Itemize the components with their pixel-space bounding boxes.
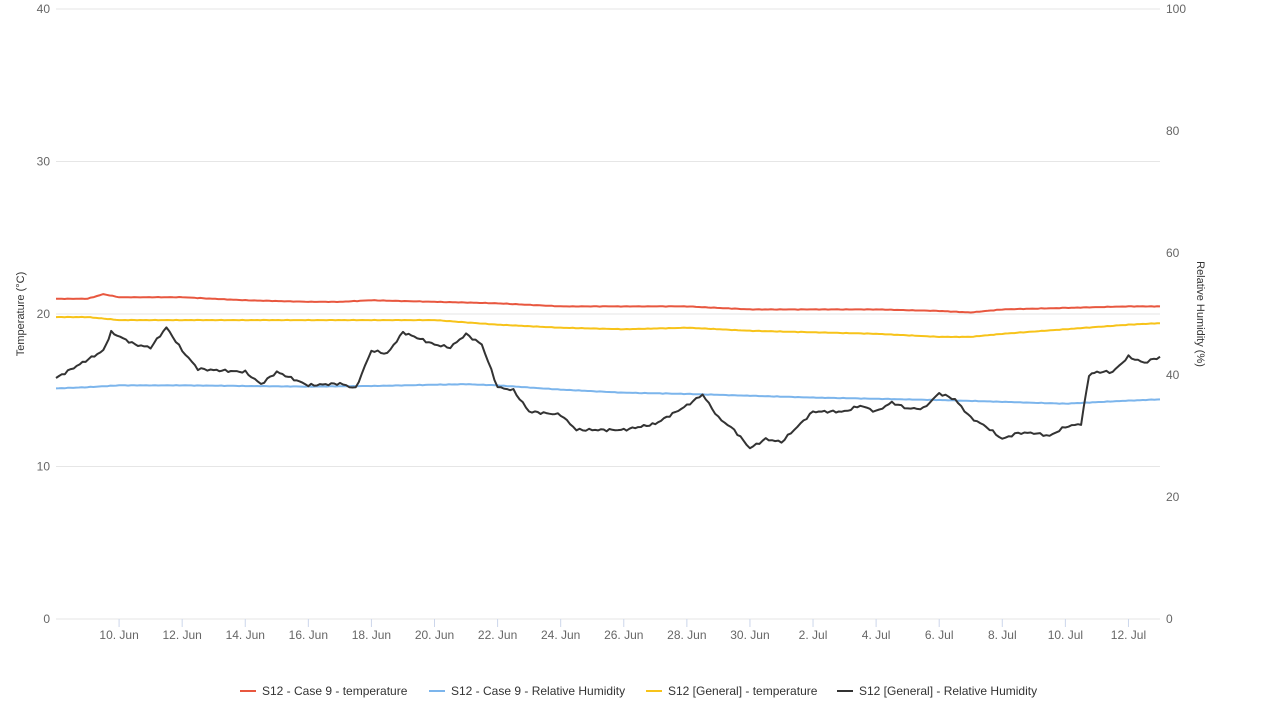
x-tick-label: 18. Jun: [352, 628, 391, 642]
x-tick-label: 22. Jun: [478, 628, 517, 642]
y-right-tick-label: 80: [1166, 124, 1180, 138]
x-tick-label: 12. Jul: [1111, 628, 1146, 642]
grid-lines: [56, 8, 1160, 620]
legend-item[interactable]: S12 - Case 9 - temperature: [240, 684, 408, 698]
y-right-tick-label: 60: [1166, 246, 1180, 260]
x-tick-label: 20. Jun: [415, 628, 454, 642]
x-axis: 10. Jun 12. Jun 14. Jun 16. Jun 18. Jun 20. J…: [99, 619, 1146, 642]
x-tick-label: 12. Jun: [162, 628, 201, 642]
series-line-4[interactable]: [55, 326, 1161, 450]
x-tick-label: 16. Jun: [289, 628, 328, 642]
x-tick-label: 8. Jul: [988, 628, 1017, 642]
legend-item[interactable]: S12 [General] - Relative Humidity: [837, 684, 1037, 698]
legend: S12 - Case 9 - temperature S12 - Case 9 -…: [240, 684, 1037, 698]
legend-label: S12 [General] - temperature: [668, 684, 818, 698]
x-tick-label: 14. Jun: [226, 628, 265, 642]
x-tick-label: 24. Jun: [541, 628, 580, 642]
x-tick-label: 26. Jun: [604, 628, 643, 642]
y-left-tick-label: 40: [37, 2, 51, 16]
y-axis-left-title: Temperature (°C): [15, 272, 27, 356]
y-right-tick-label: 100: [1166, 2, 1186, 16]
x-tick-label: 10. Jun: [99, 628, 138, 642]
legend-label: S12 [General] - Relative Humidity: [859, 684, 1037, 698]
y-axis-right: 0 20 40 60 80 100: [1166, 2, 1186, 626]
series-lines: [55, 293, 1161, 450]
y-left-tick-label: 30: [37, 155, 51, 169]
y-left-tick-label: 0: [43, 612, 50, 626]
series-line-3[interactable]: [55, 315, 1161, 339]
y-left-tick-label: 10: [37, 460, 51, 474]
x-tick-label: 30. Jun: [730, 628, 769, 642]
x-tick-label: 4. Jul: [862, 628, 891, 642]
x-tick-label: 10. Jul: [1048, 628, 1083, 642]
legend-item[interactable]: S12 - Case 9 - Relative Humidity: [429, 684, 625, 698]
x-tick-label: 6. Jul: [925, 628, 954, 642]
x-tick-label: 28. Jun: [667, 628, 706, 642]
y-right-tick-label: 40: [1166, 368, 1180, 382]
legend-item[interactable]: S12 [General] - temperature: [646, 684, 818, 698]
y-right-tick-label: 0: [1166, 612, 1173, 626]
series-line-2[interactable]: [55, 383, 1161, 405]
y-axis-left: 0 10 20 30 40: [37, 2, 51, 626]
y-right-tick-label: 20: [1166, 490, 1180, 504]
legend-label: S12 - Case 9 - Relative Humidity: [451, 684, 625, 698]
series-line-1[interactable]: [55, 293, 1161, 314]
legend-label: S12 - Case 9 - temperature: [262, 684, 408, 698]
x-tick-label: 2. Jul: [799, 628, 828, 642]
y-left-tick-label: 20: [37, 307, 51, 321]
y-axis-right-title: Relative Humidity (%): [1194, 261, 1206, 367]
